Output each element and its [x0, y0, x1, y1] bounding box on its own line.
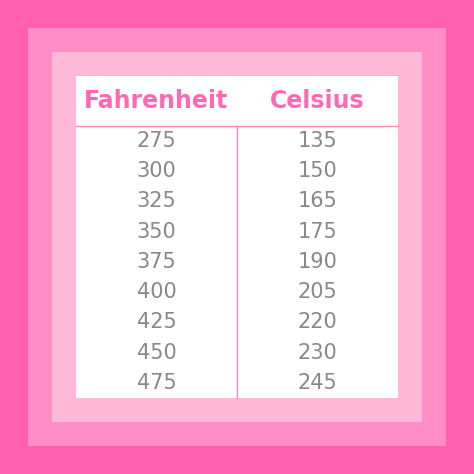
Text: 425: 425: [137, 312, 176, 332]
Text: Fahrenheit: Fahrenheit: [84, 89, 228, 113]
Text: 230: 230: [298, 343, 337, 363]
Text: 400: 400: [137, 282, 176, 302]
Text: 375: 375: [137, 252, 176, 272]
Text: 205: 205: [298, 282, 337, 302]
Text: 300: 300: [137, 161, 176, 181]
Text: Celsius: Celsius: [270, 89, 365, 113]
Text: 245: 245: [298, 373, 337, 393]
Text: 135: 135: [298, 131, 337, 151]
Text: 220: 220: [298, 312, 337, 332]
Bar: [28, 28, 446, 446]
Text: 165: 165: [298, 191, 337, 211]
Text: 325: 325: [137, 191, 176, 211]
Bar: [52, 52, 422, 422]
Text: 475: 475: [137, 373, 176, 393]
Text: 350: 350: [137, 222, 176, 242]
Text: 450: 450: [137, 343, 176, 363]
Bar: [76, 76, 398, 398]
Text: 275: 275: [137, 131, 176, 151]
Text: 150: 150: [298, 161, 337, 181]
Text: 190: 190: [298, 252, 337, 272]
Text: 175: 175: [298, 222, 337, 242]
